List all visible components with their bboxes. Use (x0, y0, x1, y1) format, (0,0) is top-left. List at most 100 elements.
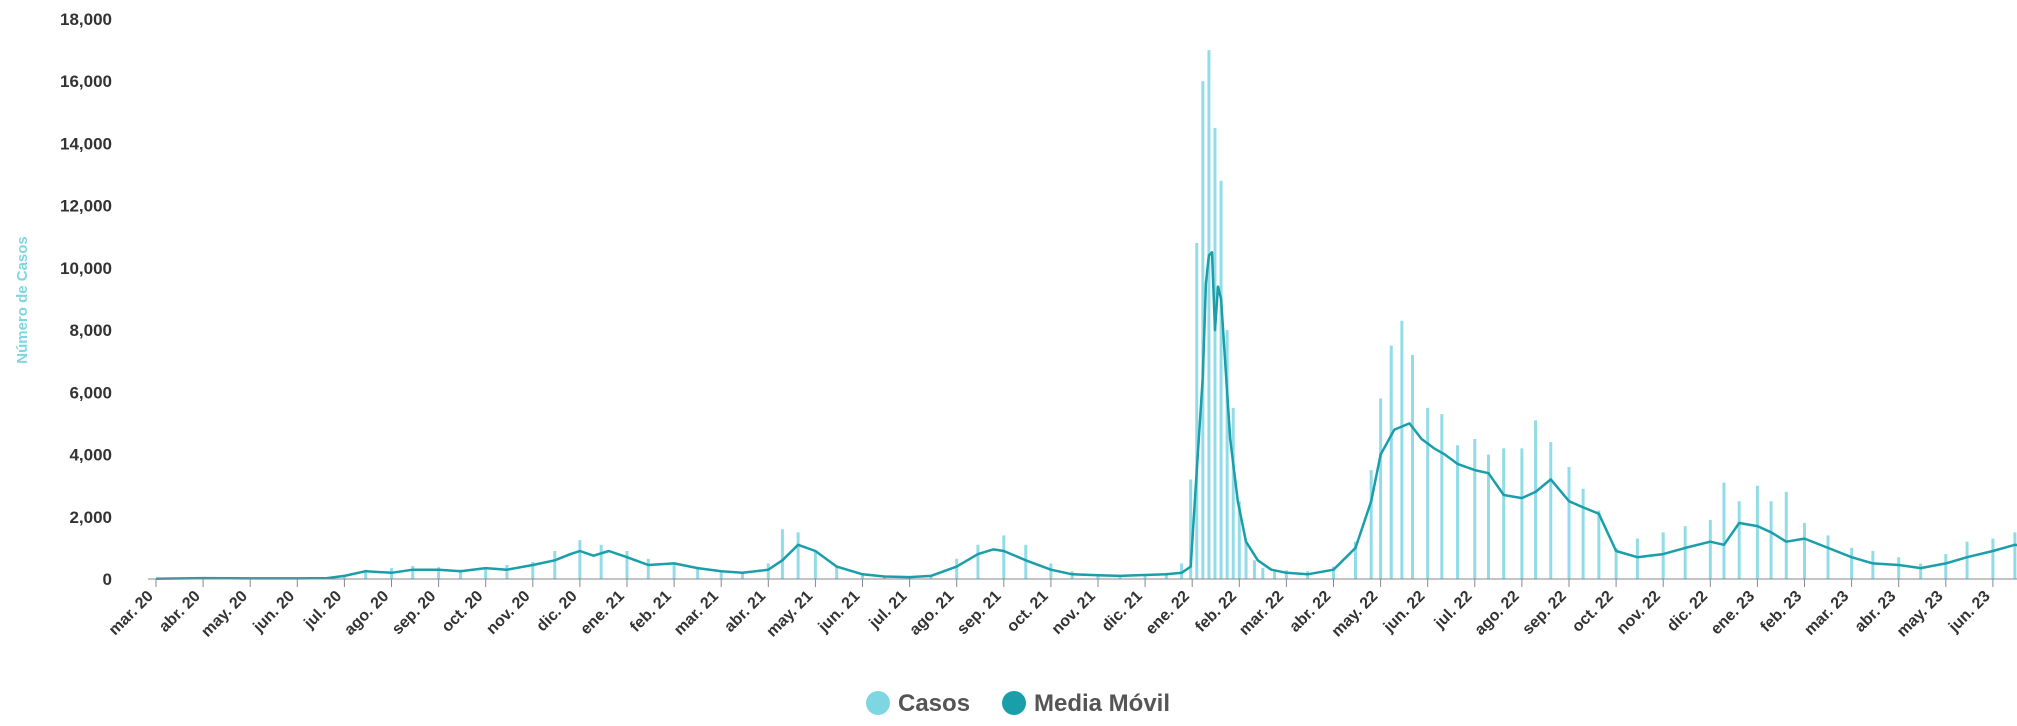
bar-casos (1411, 355, 1415, 579)
bar-casos (1231, 407, 1235, 579)
bar-casos (1225, 330, 1229, 579)
bar-casos (625, 551, 629, 579)
x-tick-label: ene. 21 (577, 588, 627, 638)
x-tick-label: jun. 20 (250, 588, 299, 637)
bar-casos (1024, 544, 1028, 579)
bar-casos (342, 577, 346, 579)
legend-label[interactable]: Media Móvil (1034, 690, 1170, 717)
x-tick-label: oct. 22 (1569, 588, 1617, 636)
y-tick-label: 4,000 (69, 446, 112, 465)
bar-casos (1195, 243, 1199, 579)
x-tick-label: abr. 22 (1286, 588, 1334, 636)
bar-casos (1244, 541, 1248, 579)
bar-casos (599, 544, 603, 579)
x-tick-label: oct. 21 (1004, 588, 1052, 636)
bar-casos (1784, 491, 1788, 579)
bar-casos (1661, 532, 1665, 579)
x-tick-label: abr. 23 (1852, 588, 1900, 636)
bar-casos (1722, 482, 1726, 579)
legend-swatch[interactable] (1002, 691, 1026, 715)
bar-casos (1567, 467, 1571, 579)
x-tick-label: dic. 21 (1099, 588, 1146, 635)
bar-casos (1456, 445, 1460, 579)
bar-casos (505, 565, 509, 579)
x-tick-label: feb. 21 (627, 588, 675, 636)
bar-casos (1944, 554, 1948, 579)
bar-casos (835, 566, 839, 579)
x-tick-label: ago. 20 (341, 588, 392, 639)
bar-casos (1769, 501, 1773, 579)
bar-casos (1207, 50, 1211, 580)
x-tick-label: nov. 20 (483, 588, 533, 638)
bar-casos (531, 561, 535, 579)
bar-casos (1164, 572, 1168, 579)
x-tick-label: may. 23 (1894, 588, 1947, 641)
x-tick-label: ago. 21 (907, 588, 958, 639)
bar-casos (459, 569, 463, 579)
x-tick-label: sep. 22 (1519, 588, 1569, 638)
bar-casos (976, 544, 980, 579)
bar-casos (719, 571, 723, 579)
bar-casos (672, 563, 676, 579)
bar-casos (484, 568, 488, 579)
x-tick-label: jul. 20 (300, 588, 345, 633)
bar-casos (2013, 532, 2017, 579)
bar-casos (1473, 439, 1477, 579)
bar-casos (437, 567, 441, 579)
bar-casos (1189, 479, 1193, 579)
legend-label[interactable]: Casos (898, 690, 970, 717)
y-tick-label: 14,000 (60, 134, 112, 153)
y-tick-label: 16,000 (60, 72, 112, 91)
x-tick-label: may. 20 (198, 588, 251, 641)
bars-series-casos (175, 50, 2017, 580)
bar-casos (1400, 320, 1404, 579)
bar-casos (1143, 574, 1147, 579)
x-tick-label: jul. 22 (1431, 588, 1476, 633)
bar-casos (796, 532, 800, 579)
bar-casos (1708, 519, 1712, 579)
x-tick-label: jul. 21 (866, 588, 911, 633)
bar-casos (1049, 563, 1053, 579)
y-tick-label: 2,000 (69, 508, 112, 527)
x-tick-label: ago. 22 (1472, 588, 1523, 639)
bar-casos (1369, 470, 1373, 579)
bar-casos (1284, 570, 1288, 579)
bar-casos (1897, 557, 1901, 579)
bar-casos (1261, 568, 1265, 579)
y-tick-label: 0 (103, 570, 112, 589)
y-tick-label: 8,000 (69, 321, 112, 340)
y-tick-label: 18,000 (60, 10, 112, 29)
legend-swatch[interactable] (866, 691, 890, 715)
bar-casos (861, 574, 864, 579)
bar-casos (1332, 566, 1335, 579)
bar-casos (411, 565, 415, 579)
bar-casos (1486, 454, 1490, 579)
bar-casos (1213, 127, 1217, 579)
bar-casos (1635, 538, 1639, 579)
bar-casos (955, 558, 959, 579)
x-tick-label: abr. 20 (156, 588, 204, 636)
x-tick-label: ene. 22 (1143, 588, 1193, 638)
x-tick-label: ene. 23 (1708, 588, 1758, 638)
x-tick-label: nov. 21 (1049, 588, 1099, 638)
y-tick-label: 10,000 (60, 259, 112, 278)
bar-casos (1991, 538, 1995, 579)
line-series-media-movil (155, 251, 2017, 580)
y-tick-label: 6,000 (69, 383, 112, 402)
x-tick-label: mar. 23 (1801, 588, 1852, 639)
x-tick-label: may. 21 (764, 588, 817, 641)
bar-casos (780, 529, 784, 579)
bar-casos (813, 551, 817, 579)
x-tick-label: sep. 20 (389, 588, 439, 638)
bar-casos (1965, 541, 1969, 579)
bar-casos (1219, 180, 1223, 579)
x-tick-label: mar. 22 (1236, 588, 1287, 639)
bar-casos (1850, 547, 1854, 579)
bar-casos (1683, 526, 1687, 579)
bar-casos (1826, 535, 1830, 579)
bar-casos (1379, 398, 1383, 579)
bar-casos (882, 576, 886, 579)
bar-casos (1520, 448, 1524, 579)
bar-casos (1440, 414, 1444, 579)
